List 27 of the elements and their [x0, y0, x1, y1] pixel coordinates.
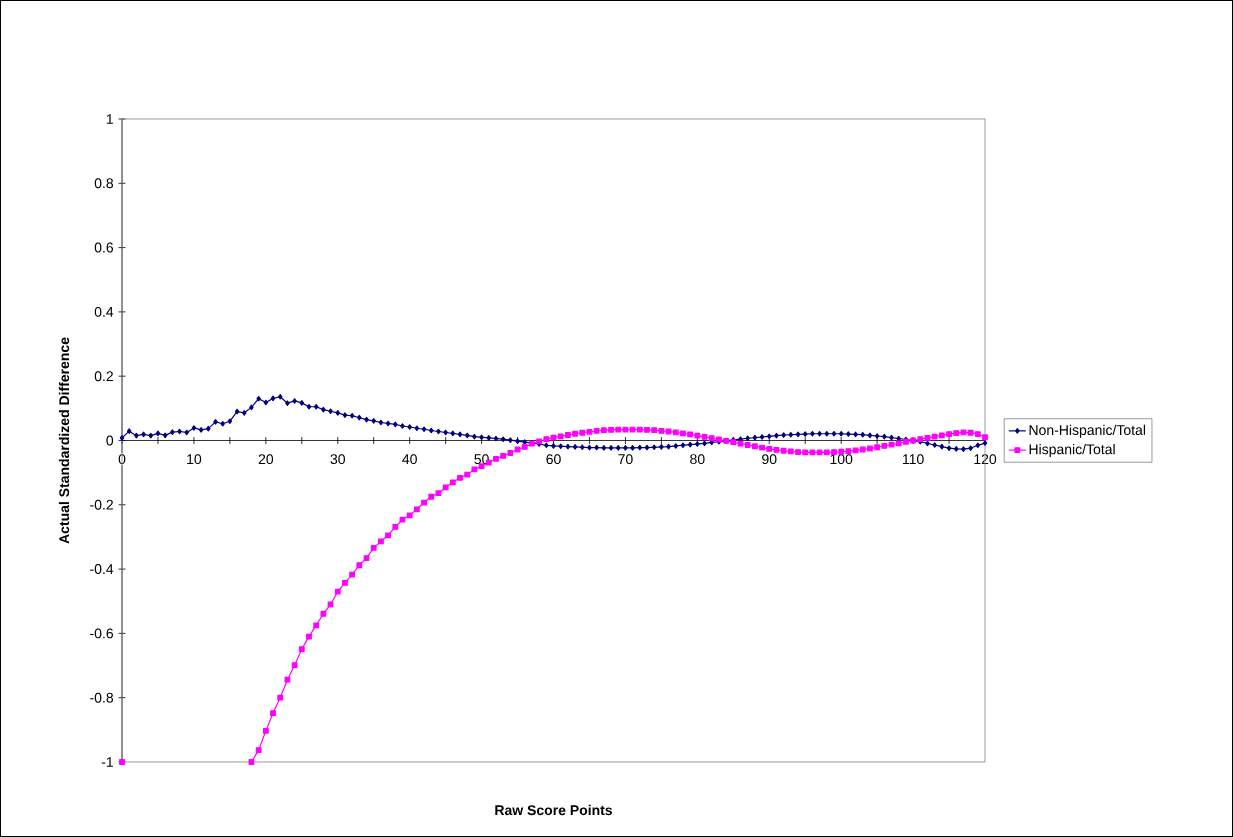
x-tick-label: 100	[830, 454, 853, 465]
x-tick-label: 110	[903, 454, 924, 465]
y-tick-label: 0.6	[94, 242, 114, 253]
y-tick-label: 1	[106, 114, 113, 124]
x-tick-label: 60	[546, 454, 561, 465]
y-tick-label: -1	[101, 757, 113, 767]
y-tick-label: -0.8	[90, 692, 114, 703]
y-tick-label: -0.4	[90, 564, 114, 575]
y-tick-label: 0.8	[94, 178, 114, 189]
x-axis-title: Raw Score Points	[495, 804, 613, 816]
legend-label: Non-Hispanic/Total	[1029, 424, 1146, 438]
x-tick-label: 90	[762, 454, 777, 465]
x-tick-label: 0	[118, 454, 126, 465]
x-tick-label: 120	[974, 454, 997, 465]
x-tick-label: 70	[618, 454, 633, 465]
x-tick-label: 80	[690, 454, 705, 465]
legend-label: Hispanic/Total	[1029, 443, 1115, 458]
y-tick-label: 0	[106, 435, 114, 446]
y-tick-label: 0.4	[94, 306, 114, 317]
x-tick-label: 10	[187, 454, 202, 465]
x-tick-label: 40	[402, 454, 417, 465]
y-tick-label: -0.6	[90, 628, 114, 639]
y-tick-label: 0.2	[94, 371, 113, 382]
y-axis-title: Actual Standardized Difference	[58, 337, 70, 544]
y-tick-label: -0.2	[90, 499, 113, 510]
x-tick-label: 20	[258, 454, 274, 465]
x-tick-label: 30	[330, 454, 345, 465]
